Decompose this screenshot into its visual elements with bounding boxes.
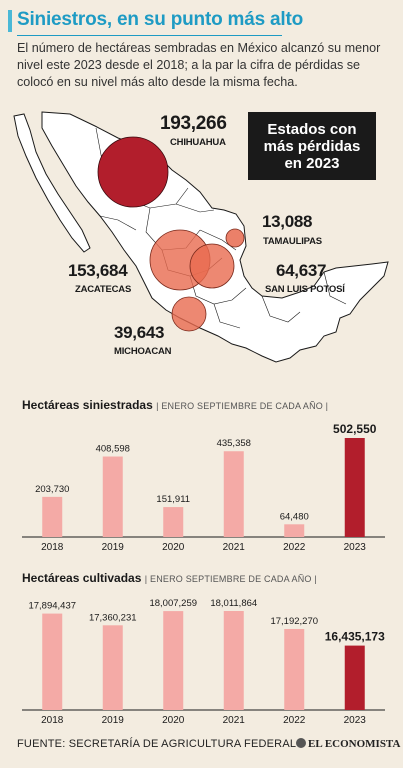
map-legend-box: Estados con más pérdidas en 2023 [248,112,376,180]
data-label-2018: 17,894,437 [28,601,76,612]
title-accent-bar [8,10,12,32]
bubble-michoacan [172,297,206,331]
bar-2019 [103,457,123,537]
data-label-2019: 17,360,231 [89,612,137,623]
bar-2020 [163,611,183,710]
x-tick-2023: 2023 [344,715,367,726]
x-tick-2020: 2020 [162,542,185,553]
bar-2018 [42,497,62,537]
state-value-zacatecas: 153,684 [68,261,127,281]
chart-title-text: Hectáreas siniestradas [22,398,153,412]
data-label-2022: 17,192,270 [270,616,318,627]
bar-2021 [224,611,244,710]
data-label-2021: 435,358 [217,438,251,449]
x-tick-2019: 2019 [102,542,125,553]
bar-2023 [345,438,365,537]
state-name-zacatecas: ZACATECAS [75,284,131,295]
bar-2020 [163,507,183,537]
data-label-2021: 18,011,864 [210,598,257,609]
state-name-san-luis-potosi: SAN LUIS POTOSÍ [265,284,345,295]
data-label-2020: 18,007,259 [149,598,197,609]
x-tick-2023: 2023 [344,542,367,553]
intro-text: El número de hectáreas sembradas en Méxi… [17,40,392,91]
brand-logo: EL ECONOMISTA [296,738,400,750]
chart-subtitle-sep-close: | [312,574,317,584]
x-tick-2020: 2020 [162,715,185,726]
chart-title-text: Hectáreas cultivadas [22,571,141,585]
state-value-tamaulipas: 13,088 [262,212,312,232]
chart-cultivadas-svg: 17,894,437 2018 17,360,231 2019 18,007,259 20… [0,585,403,730]
x-tick-2019: 2019 [102,715,125,726]
data-label-2023: 502,550 [333,422,377,436]
brand-mark-icon [296,738,306,748]
state-value-chihuahua: 193,266 [160,113,227,135]
x-tick-2021: 2021 [223,542,246,553]
x-tick-2022: 2022 [283,715,306,726]
bar-2023 [345,646,365,710]
bar-2022 [284,524,304,537]
brand-name: EL ECONOMISTA [308,738,400,750]
x-tick-2022: 2022 [283,542,306,553]
data-label-2018: 203,730 [35,484,69,495]
title-underline [17,35,282,36]
state-name-michoacan: MICHOACAN [114,346,171,357]
state-name-tamaulipas: TAMAULIPAS [263,236,322,247]
bubble-tamaulipas [226,229,244,247]
state-name-chihuahua: CHIHUAHUA [170,137,226,148]
bubble-san-luis-potosi [190,244,234,288]
x-tick-2018: 2018 [41,715,64,726]
chart-subtitle: ENERO SEPTIEMBRE DE CADA AÑO [161,401,323,411]
data-label-2022: 64,480 [280,511,309,522]
x-tick-2021: 2021 [223,715,246,726]
bar-2018 [42,614,62,710]
chart-subtitle-sep-close: | [323,401,328,411]
state-value-san-luis-potosi: 64,637 [276,261,326,281]
bar-2019 [103,625,123,710]
data-label-2023: 16,435,173 [325,630,385,644]
page-title: Siniestros, en su punto más alto [17,9,303,31]
chart-title-siniestradas: Hectáreas siniestradas | ENERO SEPTIEMBR… [22,398,328,412]
chart-title-cultivadas: Hectáreas cultivadas | ENERO SEPTIEMBRE … [22,571,317,585]
bar-2022 [284,629,304,710]
x-tick-2018: 2018 [41,542,64,553]
source-note: FUENTE: SECRETARÍA DE AGRICULTURA FEDERA… [17,738,296,750]
bubble-chihuahua [98,137,168,207]
bar-2021 [224,451,244,537]
chart-subtitle: ENERO SEPTIEMBRE DE CADA AÑO [150,574,312,584]
chart-siniestradas-svg: 203,730 2018 408,598 2019 151,911 2020 435,358… [0,412,403,557]
data-label-2019: 408,598 [96,444,130,455]
state-value-michoacan: 39,643 [114,323,164,343]
data-label-2020: 151,911 [156,494,190,505]
